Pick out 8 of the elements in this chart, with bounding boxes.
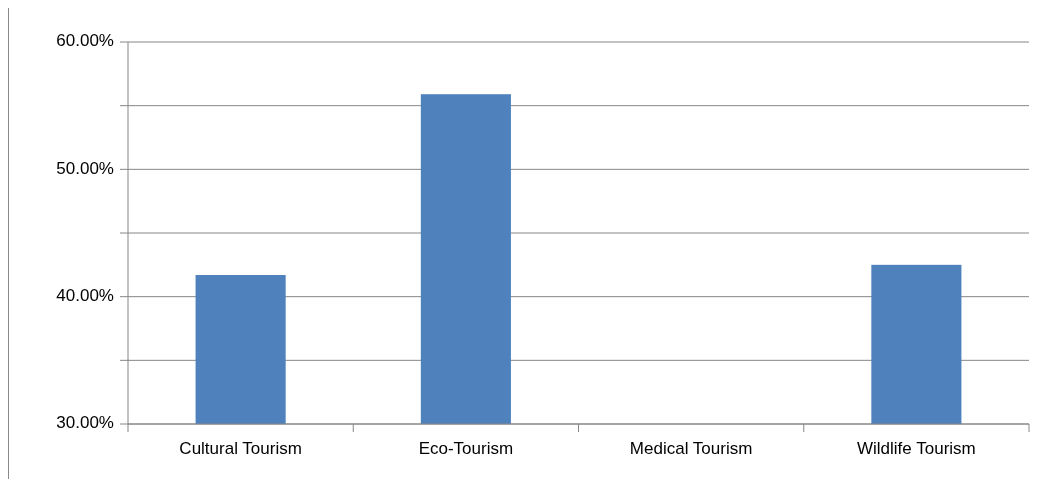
y-tick-label: 60.00%	[56, 31, 114, 51]
x-tick-label: Eco-Tourism	[418, 439, 514, 458]
x-tick-label: Wildlife Tourism	[857, 439, 976, 458]
x-tick-label: Cultural Tourism	[179, 439, 302, 458]
y-tick-label: 30.00%	[56, 413, 114, 433]
y-tick-label: 50.00%	[56, 158, 114, 178]
x-tick-label: Medical Tourism	[629, 439, 753, 458]
y-tick-label: 40.00%	[56, 286, 114, 306]
